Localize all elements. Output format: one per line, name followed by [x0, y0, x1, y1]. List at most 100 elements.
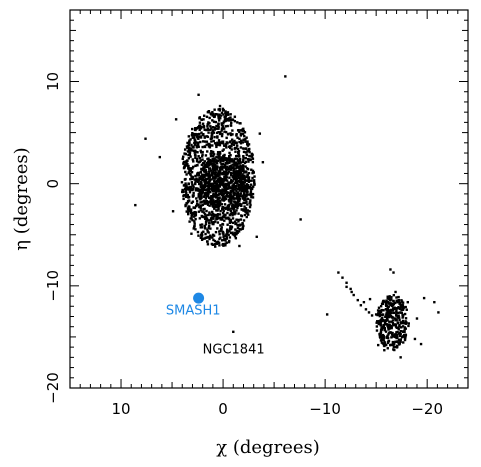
data-point — [218, 166, 222, 169]
data-point — [195, 177, 198, 180]
data-point — [232, 166, 235, 169]
data-point — [194, 141, 198, 144]
data-point — [219, 171, 222, 175]
data-point — [204, 232, 207, 236]
data-point — [226, 158, 229, 161]
data-point — [403, 326, 407, 329]
data-point — [407, 324, 410, 328]
data-point — [196, 180, 200, 184]
data-point — [224, 176, 228, 179]
data-point — [207, 160, 211, 163]
data-point — [232, 330, 235, 334]
data-point — [244, 157, 247, 160]
data-point — [399, 311, 402, 314]
data-point — [215, 160, 218, 164]
data-point — [219, 168, 222, 172]
data-point — [397, 314, 400, 317]
data-point — [244, 138, 247, 141]
data-point — [200, 233, 204, 237]
data-point — [215, 175, 218, 178]
data-point — [183, 148, 187, 151]
data-point — [219, 116, 222, 120]
data-point — [181, 189, 185, 192]
data-point — [211, 144, 214, 147]
data-point — [185, 173, 188, 176]
data-point — [241, 160, 245, 164]
data-point — [232, 159, 236, 163]
data-point — [190, 177, 194, 181]
data-point — [402, 330, 405, 333]
data-point — [180, 181, 184, 184]
data-point — [188, 139, 191, 142]
data-point — [242, 201, 245, 205]
data-point — [197, 93, 200, 96]
data-point — [225, 241, 228, 244]
data-point — [239, 204, 243, 207]
data-point — [218, 183, 221, 186]
data-point — [241, 181, 245, 184]
data-point — [207, 180, 210, 183]
data-point — [392, 343, 395, 347]
data-point — [191, 218, 194, 222]
data-point — [220, 163, 223, 166]
data-point — [243, 147, 246, 150]
data-point — [182, 190, 185, 194]
data-point — [394, 345, 398, 349]
data-point — [380, 338, 383, 341]
data-point — [227, 208, 230, 211]
data-point — [194, 154, 197, 157]
data-point — [246, 184, 250, 187]
data-point — [203, 237, 206, 240]
data-point — [215, 159, 218, 162]
data-point — [211, 201, 215, 204]
data-point — [391, 319, 395, 322]
data-point — [207, 219, 211, 222]
data-point — [378, 335, 382, 338]
data-point — [187, 166, 190, 169]
data-point — [191, 133, 194, 136]
data-point — [226, 172, 229, 176]
data-point — [191, 167, 194, 170]
data-point — [387, 309, 391, 312]
data-point — [243, 205, 246, 208]
data-point — [391, 331, 394, 335]
data-point — [224, 188, 227, 191]
data-point — [236, 159, 240, 162]
data-point — [196, 203, 199, 207]
data-point — [215, 185, 218, 188]
axis-ticks: 10 0 −10 −20 10 0 −10 −20 — [44, 9, 469, 418]
data-point — [226, 223, 229, 226]
data-point — [217, 156, 220, 159]
data-point — [391, 321, 395, 325]
data-point — [210, 140, 213, 143]
data-point — [235, 164, 238, 168]
data-point — [383, 300, 386, 303]
data-point — [402, 341, 405, 344]
data-point — [200, 131, 203, 134]
data-point — [195, 199, 199, 203]
data-point — [224, 167, 228, 171]
data-point — [223, 165, 227, 168]
data-point — [238, 166, 241, 169]
data-point — [225, 185, 228, 188]
data-point — [220, 226, 223, 229]
data-point — [194, 174, 197, 178]
data-point — [246, 149, 249, 153]
data-point — [211, 162, 214, 165]
data-point — [206, 243, 210, 246]
data-point — [211, 188, 214, 192]
data-point — [220, 111, 224, 115]
data-point — [224, 216, 227, 219]
data-point — [245, 183, 249, 186]
data-point — [243, 181, 247, 184]
data-point — [234, 163, 237, 166]
data-point — [236, 203, 239, 206]
data-point — [203, 166, 207, 169]
data-point — [386, 316, 389, 320]
data-point — [247, 143, 251, 146]
data-point — [245, 136, 248, 139]
data-point — [213, 160, 216, 163]
data-point — [217, 125, 220, 129]
data-point — [218, 113, 221, 116]
